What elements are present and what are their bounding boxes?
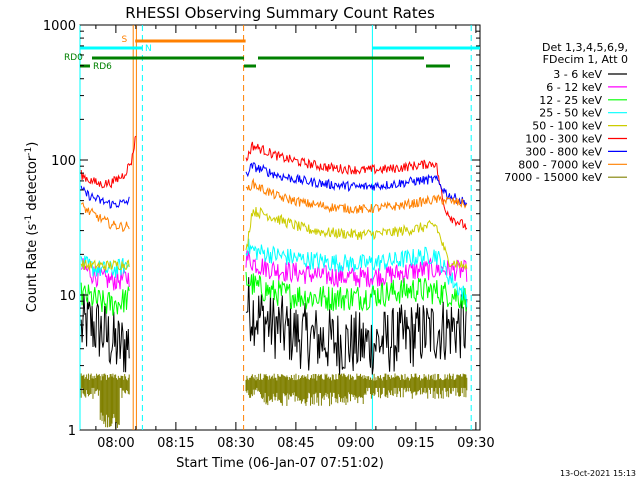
flag-label-rd6: RD6 <box>93 62 112 72</box>
series-5 <box>80 135 468 231</box>
series-5-line-0 <box>80 135 137 189</box>
y-tick-label: 1000 <box>43 19 76 34</box>
x-tick-label: 08:30 <box>217 436 254 451</box>
legend-entry-4: 50 - 100 keV <box>532 120 602 133</box>
flag-label-s: S <box>121 35 127 45</box>
series-2-line-1 <box>245 271 468 312</box>
series-7-line-1 <box>245 177 468 214</box>
series-7 <box>80 177 468 233</box>
y-label-part: Count Rate (s <box>25 224 40 313</box>
series-2 <box>80 271 468 316</box>
series-6-line-0 <box>80 185 130 209</box>
series-0 <box>80 277 468 376</box>
series-7-line-0 <box>80 202 130 233</box>
marker-lines <box>79 25 472 430</box>
axes: 08:00 08:15 08:30 08:45 09:00 09:15 09:30 1 10 10… <box>43 19 495 451</box>
series-6 <box>80 162 468 209</box>
series-4-line-1 <box>245 206 468 271</box>
x-tick-label: 08:00 <box>97 436 134 451</box>
y-label-part: -1 <box>24 215 34 224</box>
legend-header-line: Det 1,3,4,5,6,9, <box>542 41 628 54</box>
x-tick-label: 09:30 <box>457 436 494 451</box>
x-tick-label: 08:15 <box>157 436 194 451</box>
y-label-part: detector <box>25 155 40 215</box>
y-label-part: -1 <box>24 147 34 156</box>
chart-title: RHESSI Observing Summary Count Rates <box>125 4 435 22</box>
legend-entry-2: 12 - 25 keV <box>539 94 602 107</box>
series-group <box>80 135 468 429</box>
legend-header-line: FDecim 1, Att 0 <box>543 53 628 66</box>
y-tick-label: 100 <box>51 154 76 169</box>
series-1-line-1 <box>245 250 468 288</box>
footer-date: 13-Oct-2021 15:13 <box>560 469 636 478</box>
y-tick-label: 10 <box>59 289 76 304</box>
series-8 <box>80 373 468 429</box>
series-0-line-1 <box>245 277 468 376</box>
legend-entry-3: 25 - 50 keV <box>539 107 602 120</box>
legend-entry-7: 800 - 7000 keV <box>518 158 602 171</box>
legend-entry-5: 100 - 300 keV <box>525 133 602 146</box>
flag-bars: S N RD0 RD6 <box>64 35 480 72</box>
series-5-line-1 <box>245 141 468 231</box>
series-0-line-0 <box>80 293 130 373</box>
x-tick-label: 08:45 <box>277 436 314 451</box>
flag-label-rd0: RD0 <box>64 53 83 63</box>
legend-entry-8: 7000 - 15000 keV <box>504 171 602 184</box>
legend-entry-1: 6 - 12 keV <box>546 81 602 94</box>
series-4 <box>80 206 468 271</box>
series-3-line-1 <box>245 238 468 308</box>
x-tick-label: 09:00 <box>337 436 374 451</box>
flag-label-n: N <box>145 44 152 54</box>
series-1 <box>80 250 468 291</box>
legend-entry-6: 300 - 800 keV <box>525 145 602 158</box>
y-tick-label: 1 <box>68 424 76 439</box>
legend: Det 1,3,4,5,6,9,FDecim 1, Att 0 3 - 6 keV… <box>504 41 628 184</box>
series-2-line-0 <box>80 282 130 316</box>
legend-entry-0: 3 - 6 keV <box>553 68 602 81</box>
x-tick-label: 09:15 <box>397 436 434 451</box>
series-4-line-0 <box>80 259 130 271</box>
y-axis-label: Count Rate (s-1 detector-1) <box>24 142 40 313</box>
series-6-line-1 <box>245 162 468 208</box>
y-label-part: ) <box>25 142 40 147</box>
x-axis-label: Start Time (06-Jan-07 07:51:02) <box>176 456 384 471</box>
